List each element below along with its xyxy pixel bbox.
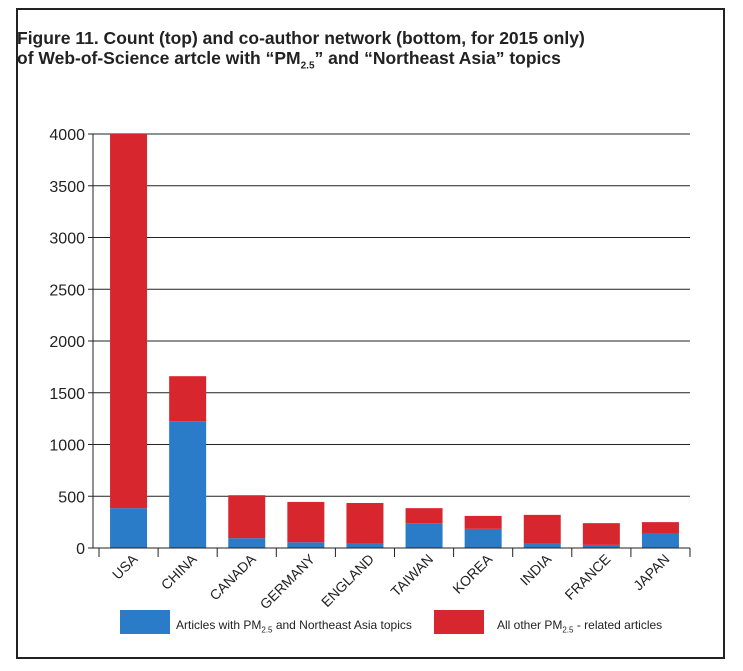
bar-series1 xyxy=(169,421,207,548)
bar-series1 xyxy=(287,542,325,548)
y-tick-label: 4000 xyxy=(49,127,85,144)
bar-series2 xyxy=(169,376,207,422)
legend-swatch-series1 xyxy=(120,610,170,634)
bar-series2 xyxy=(641,522,679,533)
y-tick-label: 0 xyxy=(76,541,85,558)
x-tick-label: ENGLAND xyxy=(318,551,377,610)
x-tick-label: CHINA xyxy=(158,550,201,593)
legend-label-series1-sub: 2.5 xyxy=(261,625,273,635)
title-line-1: Figure 11. Count (top) and co-author net… xyxy=(17,28,585,48)
legend-label-series2-pre: All other PM xyxy=(497,618,563,632)
y-tick-label: 2500 xyxy=(49,282,85,299)
x-tick-label: JAPAN xyxy=(630,551,672,593)
title-line-2-sub: 2.5 xyxy=(300,60,315,72)
figure-title: Figure 11. Count (top) and co-author net… xyxy=(17,28,707,77)
x-tick-label: GERMANY xyxy=(257,550,319,612)
legend-swatch-series2 xyxy=(434,610,484,634)
y-tick-label: 1500 xyxy=(49,386,85,403)
legend-label-series2: All other PM2.5 - related articles xyxy=(497,618,662,634)
bar-series2 xyxy=(228,495,266,539)
bar-series2 xyxy=(287,501,325,543)
x-tick-label: USA xyxy=(109,550,141,582)
legend-label-series1: Articles with PM2.5 and Northeast Asia t… xyxy=(176,618,412,634)
x-tick-label: FRANCE xyxy=(561,551,613,603)
bar-series2 xyxy=(523,514,561,544)
y-tick-label: 3000 xyxy=(49,231,85,248)
bar-series2 xyxy=(110,134,148,509)
bar-series2 xyxy=(464,515,502,529)
x-tick-label: INDIA xyxy=(517,550,555,588)
bar-series1 xyxy=(582,544,620,548)
bar-series2 xyxy=(346,502,384,544)
x-tick-label: TAIWAN xyxy=(387,551,436,600)
y-tick-label: 500 xyxy=(58,489,85,506)
x-tick-label: CANADA xyxy=(206,550,259,603)
legend-label-series1-pre: Articles with PM xyxy=(176,618,262,632)
y-tick-label: 2000 xyxy=(49,334,85,351)
legend-label-series2-sub: 2.5 xyxy=(562,625,574,635)
bar-series1 xyxy=(346,543,384,548)
bar-series2 xyxy=(582,523,620,545)
bar-series2 xyxy=(405,508,443,524)
bar-series1 xyxy=(110,508,148,548)
bar-series1 xyxy=(405,523,443,548)
bar-series1 xyxy=(641,532,679,548)
x-tick-label: KOREA xyxy=(449,550,495,596)
title-line-2: of Web-of-Science artcle with “PM2.5” an… xyxy=(17,48,707,77)
title-line-2-pre: of Web-of-Science artcle with “PM xyxy=(17,48,301,68)
bar-series1 xyxy=(523,543,561,548)
legend-label-series2-post: - related articles xyxy=(573,618,663,632)
y-tick-label: 1000 xyxy=(49,438,85,455)
y-tick-label: 3500 xyxy=(49,179,85,196)
bar-series1 xyxy=(464,528,502,548)
bar-series1 xyxy=(228,538,266,548)
title-line-2-post: ” and “Northeast Asia” topics xyxy=(314,48,561,68)
legend-label-series1-post: and Northeast Asia topics xyxy=(272,618,412,632)
